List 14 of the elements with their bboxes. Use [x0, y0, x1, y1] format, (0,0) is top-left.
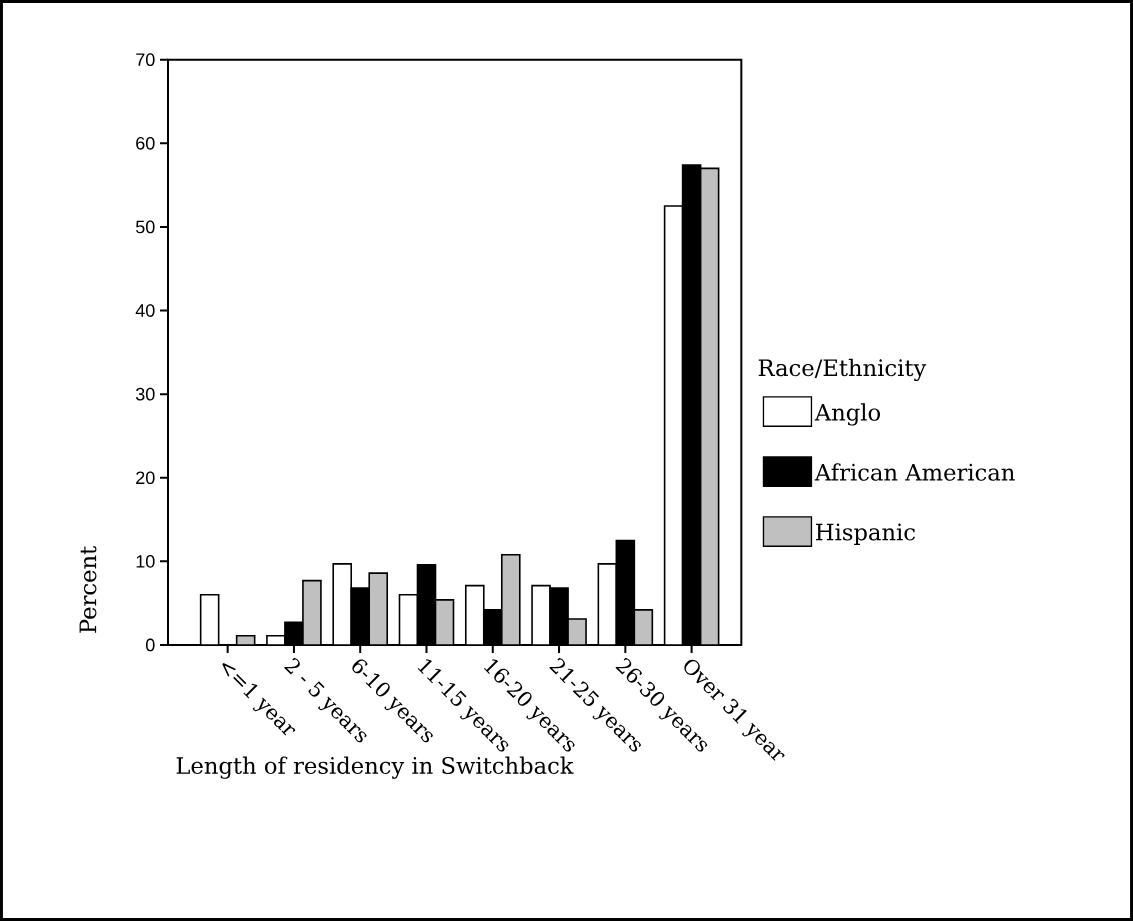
y-tick-label: 0: [146, 638, 155, 652]
legend-label: Hispanic: [816, 523, 915, 545]
y-tick-label: 30: [135, 387, 155, 401]
legend-title: Race/Ethnicity: [758, 358, 927, 382]
y-tick-label: 60: [136, 136, 155, 150]
y-tick-label: 70: [136, 53, 155, 67]
legend-label: African American: [814, 463, 1015, 481]
y-tick-label: 40: [135, 304, 155, 317]
legend-label: Anglo: [814, 403, 881, 426]
y-axis-title: Percent: [79, 545, 97, 633]
y-tick-label: 50: [135, 220, 155, 234]
y-tick-label: 20: [136, 471, 155, 485]
x-axis-title: Length of residency in Switchback: [176, 756, 574, 779]
y-tick-label: 10: [136, 555, 155, 568]
